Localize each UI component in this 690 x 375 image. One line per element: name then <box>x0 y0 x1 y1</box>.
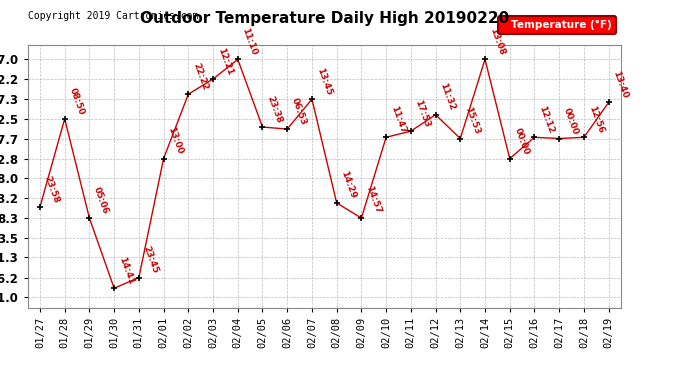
Text: 12:56: 12:56 <box>586 105 605 135</box>
Text: 13:00: 13:00 <box>166 126 184 156</box>
Text: Outdoor Temperature Daily High 20190220: Outdoor Temperature Daily High 20190220 <box>139 11 509 26</box>
Text: 15:53: 15:53 <box>463 106 482 136</box>
Text: 11:10: 11:10 <box>241 27 259 57</box>
Text: 22:22: 22:22 <box>191 62 209 92</box>
Text: 23:58: 23:58 <box>43 174 61 204</box>
Text: 11:32: 11:32 <box>438 82 457 112</box>
Text: 17:53: 17:53 <box>413 98 432 128</box>
Text: 00:00: 00:00 <box>513 126 531 156</box>
Text: 14:57: 14:57 <box>364 185 382 215</box>
Text: 05:06: 05:06 <box>92 186 110 215</box>
Text: 23:38: 23:38 <box>265 94 284 124</box>
Text: 06:53: 06:53 <box>290 96 308 126</box>
Text: 13:08: 13:08 <box>488 27 506 57</box>
Text: 14:41: 14:41 <box>117 255 135 285</box>
Text: 14:29: 14:29 <box>339 170 358 200</box>
Legend: Temperature (°F): Temperature (°F) <box>498 16 615 34</box>
Text: 08:50: 08:50 <box>68 86 86 116</box>
Text: 13:45: 13:45 <box>315 66 333 96</box>
Text: 11:47: 11:47 <box>389 104 407 135</box>
Text: 13:40: 13:40 <box>611 70 630 100</box>
Text: 00:00: 00:00 <box>562 106 580 136</box>
Text: 23:45: 23:45 <box>141 244 160 275</box>
Text: Copyright 2019 Cartronics.com: Copyright 2019 Cartronics.com <box>28 11 198 21</box>
Text: 12:12: 12:12 <box>538 105 555 135</box>
Text: 12:21: 12:21 <box>216 46 234 76</box>
